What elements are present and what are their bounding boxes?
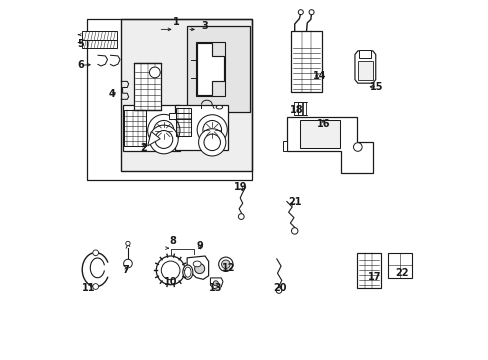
Circle shape bbox=[149, 125, 178, 154]
Text: 7: 7 bbox=[122, 265, 129, 275]
Bar bbox=[82, 39, 117, 48]
Circle shape bbox=[218, 257, 233, 271]
Text: 2: 2 bbox=[141, 143, 147, 153]
Circle shape bbox=[298, 10, 303, 15]
Polygon shape bbox=[283, 140, 286, 151]
Bar bbox=[175, 108, 191, 136]
Circle shape bbox=[198, 129, 225, 156]
Text: 6: 6 bbox=[77, 60, 83, 70]
Bar bbox=[298, 102, 301, 115]
Text: 9: 9 bbox=[196, 241, 203, 251]
Circle shape bbox=[308, 10, 313, 15]
Circle shape bbox=[194, 264, 204, 274]
Text: 8: 8 bbox=[169, 236, 176, 246]
Text: 13: 13 bbox=[209, 283, 222, 293]
Text: 5: 5 bbox=[77, 39, 83, 49]
Bar bbox=[121, 19, 251, 171]
Circle shape bbox=[93, 250, 99, 256]
Polygon shape bbox=[174, 105, 228, 149]
Text: 17: 17 bbox=[367, 272, 380, 282]
Text: 21: 21 bbox=[287, 197, 301, 207]
Polygon shape bbox=[210, 278, 223, 289]
Text: 1: 1 bbox=[173, 17, 180, 27]
Bar bbox=[293, 102, 297, 115]
Bar bbox=[82, 31, 117, 40]
Circle shape bbox=[161, 261, 180, 280]
Text: 4: 4 bbox=[108, 89, 115, 99]
Text: 19: 19 bbox=[234, 182, 247, 192]
Circle shape bbox=[353, 143, 362, 151]
Circle shape bbox=[203, 121, 221, 139]
Circle shape bbox=[213, 281, 218, 286]
Circle shape bbox=[291, 228, 297, 234]
Bar bbox=[387, 253, 411, 278]
Ellipse shape bbox=[184, 267, 191, 277]
Bar bbox=[356, 253, 380, 288]
Bar bbox=[86, 19, 251, 180]
Bar bbox=[124, 110, 145, 146]
Bar bbox=[302, 102, 305, 115]
Ellipse shape bbox=[193, 261, 201, 267]
Circle shape bbox=[155, 131, 172, 148]
Circle shape bbox=[149, 67, 160, 78]
Text: 14: 14 bbox=[312, 71, 326, 81]
Text: 12: 12 bbox=[221, 263, 235, 273]
Polygon shape bbox=[187, 256, 208, 279]
Circle shape bbox=[197, 115, 227, 145]
Circle shape bbox=[147, 114, 180, 147]
Polygon shape bbox=[354, 51, 375, 83]
Text: 3: 3 bbox=[201, 21, 208, 31]
Text: 22: 22 bbox=[395, 268, 408, 278]
Circle shape bbox=[276, 288, 281, 293]
Circle shape bbox=[93, 284, 99, 289]
Polygon shape bbox=[122, 105, 180, 151]
Text: 16: 16 bbox=[316, 120, 329, 129]
Circle shape bbox=[123, 259, 132, 268]
Polygon shape bbox=[196, 42, 224, 96]
Polygon shape bbox=[196, 42, 224, 95]
Circle shape bbox=[125, 241, 130, 246]
Bar bbox=[290, 31, 321, 92]
Bar bbox=[300, 120, 339, 148]
Text: 15: 15 bbox=[370, 82, 383, 92]
Bar bbox=[134, 63, 161, 110]
Bar bbox=[169, 113, 190, 119]
Polygon shape bbox=[147, 132, 160, 146]
Circle shape bbox=[203, 134, 220, 150]
Circle shape bbox=[221, 260, 230, 269]
Text: 18: 18 bbox=[289, 105, 303, 115]
Bar bbox=[187, 26, 249, 112]
Text: 10: 10 bbox=[164, 277, 177, 287]
Circle shape bbox=[156, 256, 184, 285]
Ellipse shape bbox=[183, 265, 192, 279]
Circle shape bbox=[238, 214, 244, 220]
Bar bbox=[357, 60, 372, 80]
Polygon shape bbox=[286, 117, 372, 173]
Ellipse shape bbox=[216, 105, 222, 109]
Text: 11: 11 bbox=[81, 283, 95, 293]
Bar bbox=[359, 50, 371, 58]
Text: 20: 20 bbox=[272, 283, 286, 293]
Circle shape bbox=[153, 121, 174, 140]
